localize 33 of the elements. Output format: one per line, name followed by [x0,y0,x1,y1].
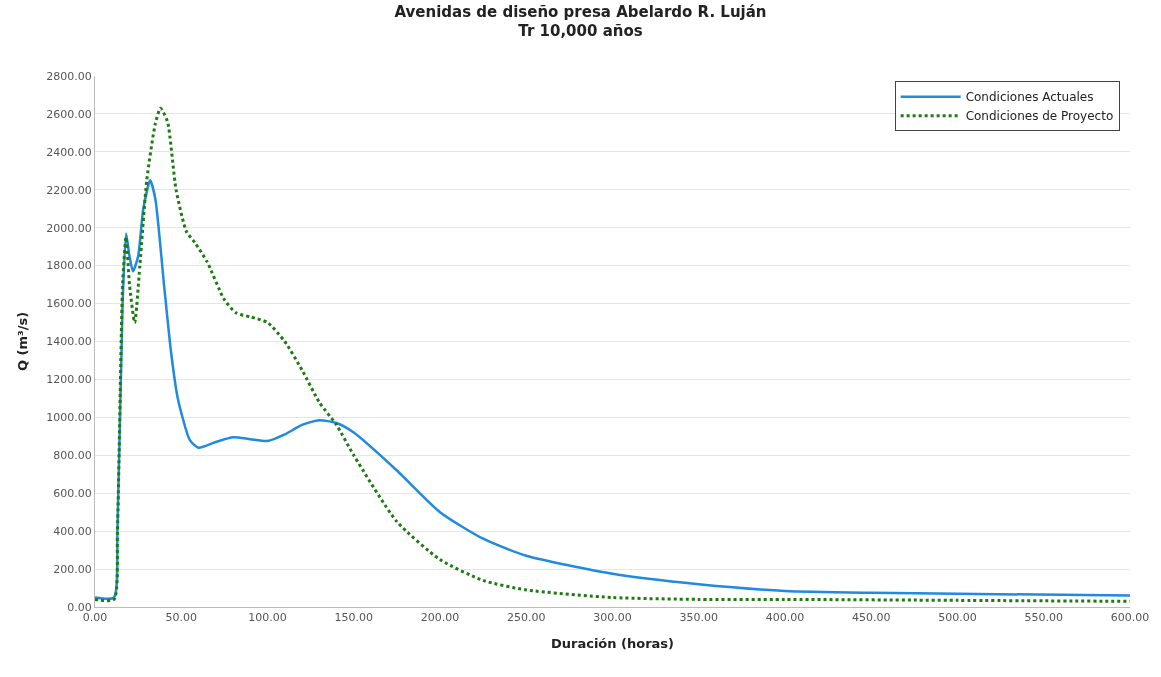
x-tick-label: 550.00 [1024,611,1063,625]
x-axis-title: Duración (horas) [550,635,675,651]
x-tick-label: 300.00 [593,611,632,625]
y-tick-label: 600.00 [53,487,92,501]
x-tick-label: 400.00 [765,611,805,625]
y-tick-label: 2800.00 [46,69,92,83]
y-tick-label: 2000.00 [46,221,92,235]
x-tick-label: 450.00 [852,611,891,625]
y-tick-label: 1400.00 [46,335,92,349]
y-tick-label: 200.00 [53,562,92,576]
y-tick-label: 2400.00 [46,145,92,159]
x-tick-label: 600.00 [1110,611,1150,625]
y-tick-label: 0.00 [67,600,92,614]
x-tick-label: 200.00 [420,611,460,625]
y-tick-label: 1600.00 [46,297,92,311]
y-tick-label: 1800.00 [46,259,92,273]
x-tick-label: 350.00 [679,611,718,625]
y-tick-label: 1200.00 [46,373,92,387]
y-tick-label: 1000.00 [46,411,92,425]
x-tick-label: 150.00 [334,611,373,625]
x-tick-label: 250.00 [507,611,546,625]
legend-label: Condiciones Actuales [965,90,1094,105]
x-tick-label: 100.00 [248,611,287,625]
y-tick-label: 2200.00 [46,183,92,197]
y-axis-title: Q (m³/s) [15,311,31,372]
y-tick-label: 800.00 [53,449,92,463]
chart-title: Avenidas de diseño presa Abelardo R. Luján Tr 10,000 años [394,2,767,41]
x-tick-label: 50.00 [165,611,197,625]
x-tick-label: 500.00 [938,611,977,625]
x-tick-label: 0.00 [82,611,108,625]
legend-label: Condiciones de Proyecto [965,109,1114,124]
y-tick-label: 400.00 [53,524,92,538]
y-tick-label: 2600.00 [46,107,92,121]
